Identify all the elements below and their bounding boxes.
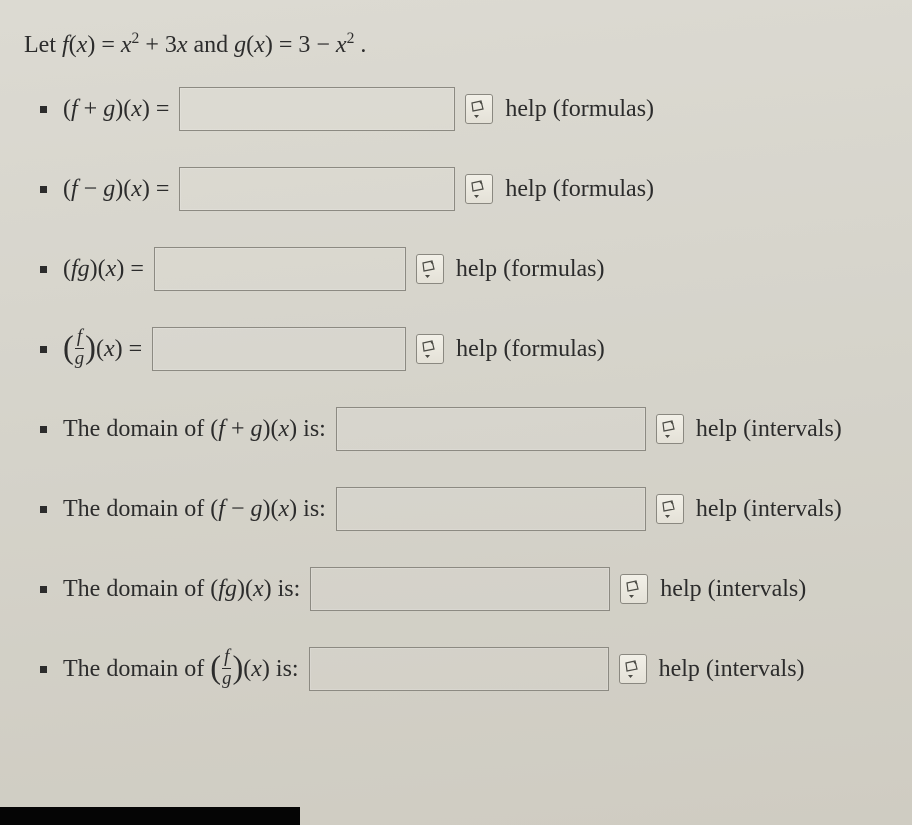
stepper-domain-f-minus-g[interactable] — [656, 494, 684, 524]
input-f-over-g[interactable] — [152, 327, 406, 371]
help-link-intervals-2[interactable]: help (intervals) — [696, 496, 842, 523]
stepper-domain-f-plus-g[interactable] — [656, 414, 684, 444]
row-domain-f-plus-g: The domain of (f + g)(x) is: help (inter… — [40, 407, 888, 451]
help-link-intervals-4[interactable]: help (intervals) — [659, 656, 805, 683]
row-domain-f-minus-g: The domain of (f − g)(x) is: help (inter… — [40, 487, 888, 531]
input-domain-f-minus-g[interactable] — [336, 487, 646, 531]
prompt-f-expr: f(x) = x2 + 3x — [62, 32, 188, 58]
row-f-over-g: (fg)(x) = help (formulas) — [40, 327, 888, 371]
help-link-intervals-3[interactable]: help (intervals) — [660, 576, 806, 603]
bullet-icon — [40, 426, 47, 433]
stepper-f-over-g[interactable] — [416, 334, 444, 364]
input-fg[interactable] — [154, 247, 406, 291]
label-f-plus-g: (f + g)(x) = — [63, 96, 169, 123]
help-link-intervals-1[interactable]: help (intervals) — [696, 416, 842, 443]
input-f-minus-g[interactable] — [179, 167, 455, 211]
label-domain-f-plus-g: The domain of (f + g)(x) is: — [63, 416, 326, 443]
label-fg: (fg)(x) = — [63, 256, 144, 283]
help-link-formulas-1[interactable]: help (formulas) — [505, 96, 654, 123]
prompt-mid: and — [194, 32, 235, 58]
bullet-icon — [40, 586, 47, 593]
bullet-icon — [40, 346, 47, 353]
bullet-icon — [40, 666, 47, 673]
bullet-icon — [40, 506, 47, 513]
prompt-prefix: Let — [24, 32, 62, 58]
problem-prompt: Let f(x) = x2 + 3x and g(x) = 3 − x2 . — [24, 30, 888, 59]
stepper-f-minus-g[interactable] — [465, 174, 493, 204]
bullet-icon — [40, 186, 47, 193]
bottom-edge — [0, 807, 300, 825]
label-f-over-g: (fg)(x) = — [63, 328, 142, 371]
stepper-domain-f-over-g[interactable] — [619, 654, 647, 684]
prompt-g-expr: g(x) = 3 − x2 — [234, 32, 354, 58]
help-link-formulas-2[interactable]: help (formulas) — [505, 176, 654, 203]
row-f-minus-g: (f − g)(x) = help (formulas) — [40, 167, 888, 211]
row-domain-fg: The domain of (fg)(x) is: help (interval… — [40, 567, 888, 611]
bullet-icon — [40, 266, 47, 273]
bullet-icon — [40, 106, 47, 113]
row-f-plus-g: (f + g)(x) = help (formulas) — [40, 87, 888, 131]
prompt-suffix: . — [360, 32, 366, 58]
stepper-f-plus-g[interactable] — [465, 94, 493, 124]
input-domain-f-over-g[interactable] — [309, 647, 609, 691]
label-f-minus-g: (f − g)(x) = — [63, 176, 169, 203]
stepper-fg[interactable] — [416, 254, 444, 284]
question-list: (f + g)(x) = help (formulas) (f − g)(x) … — [40, 87, 888, 691]
row-domain-f-over-g: The domain of (fg)(x) is: help (interval… — [40, 647, 888, 691]
help-link-formulas-4[interactable]: help (formulas) — [456, 336, 605, 363]
label-domain-f-over-g: The domain of (fg)(x) is: — [63, 648, 299, 691]
label-domain-f-minus-g: The domain of (f − g)(x) is: — [63, 496, 326, 523]
input-domain-f-plus-g[interactable] — [336, 407, 646, 451]
input-domain-fg[interactable] — [310, 567, 610, 611]
input-f-plus-g[interactable] — [179, 87, 455, 131]
stepper-domain-fg[interactable] — [620, 574, 648, 604]
label-domain-fg: The domain of (fg)(x) is: — [63, 576, 300, 603]
row-fg: (fg)(x) = help (formulas) — [40, 247, 888, 291]
help-link-formulas-3[interactable]: help (formulas) — [456, 256, 605, 283]
